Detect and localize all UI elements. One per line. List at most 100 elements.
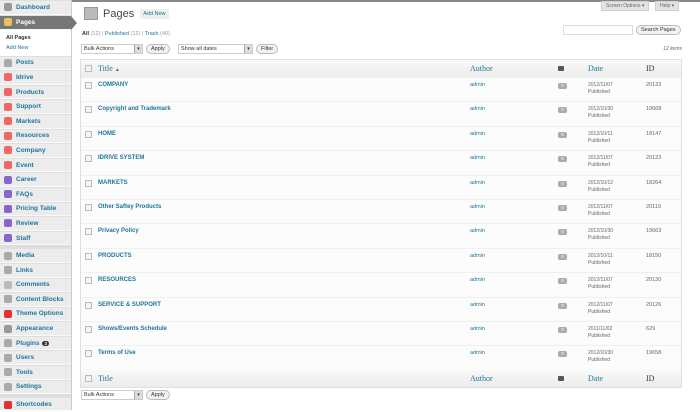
page-title-link[interactable]: PRODUCTS <box>98 252 132 259</box>
id-cell: 18150 <box>646 252 662 259</box>
sidebar-item-plugins[interactable]: Plugins 2 <box>0 335 71 351</box>
search-pages-button[interactable]: Search Pages <box>636 25 681 35</box>
view-trash[interactable]: Trash <box>144 31 159 37</box>
sidebar-item-company[interactable]: Company <box>0 143 71 158</box>
sidebar-item-media[interactable]: Media <box>0 248 71 263</box>
sidebar-item-appearance[interactable]: Appearance <box>0 321 71 336</box>
author-link[interactable]: admin <box>470 179 485 186</box>
author-link[interactable]: admin <box>470 228 485 235</box>
sidebar-item-support[interactable]: Support <box>0 99 71 114</box>
view-all[interactable]: All <box>82 31 90 37</box>
help-button[interactable]: Help ▾ <box>655 1 680 11</box>
column-title-footer[interactable]: Title <box>98 373 113 383</box>
page-title-link[interactable]: IDRIVE SYSTEM <box>98 155 145 162</box>
row-checkbox[interactable] <box>85 325 92 333</box>
column-date[interactable]: Date <box>588 64 604 73</box>
sidebar-item-markets[interactable]: Markets <box>0 113 71 129</box>
page-title-link[interactable]: HOME <box>98 130 116 137</box>
select-all-checkbox-footer[interactable] <box>85 374 92 382</box>
select-all-checkbox[interactable] <box>85 65 92 72</box>
sidebar-item-review[interactable]: Review <box>0 216 71 231</box>
page-title-link[interactable]: Copyright and Trademark <box>98 106 171 113</box>
sidebar-item-users[interactable]: Users <box>0 350 71 366</box>
table-row: SERVICE & SUPPORT admin 0 2012/11/07 Publish… <box>81 296 681 321</box>
sidebar-item-pricing-table[interactable]: Pricing Table <box>0 201 71 217</box>
row-checkbox[interactable] <box>85 130 92 138</box>
column-date-footer[interactable]: Date <box>588 373 604 383</box>
sort-icon: ▲ <box>114 68 120 73</box>
sidebar-item-event[interactable]: Event <box>0 157 71 173</box>
sidebar-item-tools[interactable]: Tools <box>0 365 71 380</box>
author-link[interactable]: admin <box>470 277 485 284</box>
row-checkbox[interactable] <box>85 203 92 211</box>
column-id: ID <box>646 64 655 73</box>
comment-count-bubble[interactable]: 0 <box>558 83 567 89</box>
date-filter-select[interactable]: Show all dates ▾ <box>178 44 253 54</box>
add-new-button[interactable]: Add New <box>140 8 169 19</box>
page-title-link[interactable]: SERVICE & SUPPORT <box>98 301 161 308</box>
author-link[interactable]: admin <box>470 203 485 210</box>
search-input[interactable] <box>563 25 633 35</box>
page-title-link[interactable]: Shows/Events Schedule <box>98 325 168 332</box>
page-title-link[interactable]: MARKETS <box>98 179 128 186</box>
comment-count-bubble[interactable]: 0 <box>558 107 567 114</box>
bulk-actions-select[interactable]: Bulk Actions ▾ <box>81 44 143 54</box>
sidebar-item-resources[interactable]: Resources <box>0 128 71 144</box>
pages-icon <box>4 18 12 27</box>
sidebar-item-pages[interactable]: Pages <box>0 14 77 30</box>
view-published[interactable]: Published <box>104 31 130 37</box>
comment-count-bubble[interactable]: 0 <box>558 131 567 138</box>
comment-count-bubble[interactable]: 0 <box>558 253 567 260</box>
sidebar-item-products[interactable]: Products <box>0 84 71 100</box>
page-title-link[interactable]: Privacy Policy <box>98 228 139 235</box>
comment-count-bubble[interactable]: 0 <box>558 302 567 309</box>
comment-count-bubble[interactable]: 0 <box>558 326 567 333</box>
page-title-link[interactable]: Terms of Use <box>98 350 136 357</box>
comment-count-bubble[interactable]: 0 <box>558 156 567 163</box>
sidebar-item-theme-options[interactable]: Theme Options <box>0 306 71 322</box>
author-link[interactable]: admin <box>470 155 485 162</box>
author-link[interactable]: admin <box>470 252 485 259</box>
row-checkbox[interactable] <box>85 106 92 114</box>
screen-options-button[interactable]: Screen Options ▾ <box>601 1 650 11</box>
row-checkbox[interactable] <box>85 82 92 89</box>
filter-button[interactable]: Filter <box>256 44 279 54</box>
sidebar-item-links[interactable]: Links <box>0 262 71 278</box>
author-link[interactable]: admin <box>470 350 485 357</box>
page-title-link[interactable]: COMPANY <box>98 82 129 88</box>
apply-button[interactable]: Apply <box>146 44 170 54</box>
sidebar-item-faqs[interactable]: FAQs <box>0 186 71 202</box>
sidebar-item-content-blocks[interactable]: Content Blocks <box>0 292 71 307</box>
row-checkbox[interactable] <box>85 155 92 163</box>
author-link[interactable]: admin <box>470 130 485 137</box>
comment-count-bubble[interactable]: 0 <box>558 229 567 236</box>
page-title-link[interactable]: RESOURCES <box>98 277 137 284</box>
row-checkbox[interactable] <box>85 350 92 358</box>
comment-count-bubble[interactable]: 0 <box>558 278 567 285</box>
submenu-item-all-pages[interactable]: All Pages <box>6 34 31 41</box>
author-link[interactable]: admin <box>470 82 485 88</box>
row-checkbox[interactable] <box>85 179 92 187</box>
page-title-link[interactable]: Other Saftey Products <box>98 203 162 210</box>
comment-count-bubble[interactable]: 0 <box>558 351 567 358</box>
sidebar-item-career[interactable]: Career <box>0 172 71 187</box>
row-checkbox[interactable] <box>85 252 92 260</box>
comment-count-bubble[interactable]: 0 <box>558 180 567 187</box>
sidebar-item-posts[interactable]: Posts <box>0 55 71 71</box>
sidebar-item-staff[interactable]: Staff <box>0 230 71 246</box>
sidebar-item-settings[interactable]: Settings <box>0 379 71 395</box>
sidebar-item-dashboard[interactable]: Dashboard <box>0 0 71 15</box>
author-link[interactable]: admin <box>470 301 485 308</box>
sidebar-item-comments[interactable]: Comments <box>0 277 71 293</box>
apply-button-bottom[interactable]: Apply <box>146 390 170 400</box>
author-link[interactable]: admin <box>470 106 485 113</box>
sidebar-item-idrive[interactable]: Idrive <box>0 70 71 85</box>
row-checkbox[interactable] <box>85 301 92 309</box>
bulk-actions-select-bottom[interactable]: Bulk Actions ▾ <box>81 390 143 400</box>
row-checkbox[interactable] <box>85 277 92 285</box>
author-link[interactable]: admin <box>470 325 485 332</box>
comment-count-bubble[interactable]: 0 <box>558 204 567 211</box>
column-title[interactable]: Title ▲ <box>98 64 470 73</box>
row-checkbox[interactable] <box>85 228 92 236</box>
submenu-item-add-new[interactable]: Add New <box>6 44 29 51</box>
